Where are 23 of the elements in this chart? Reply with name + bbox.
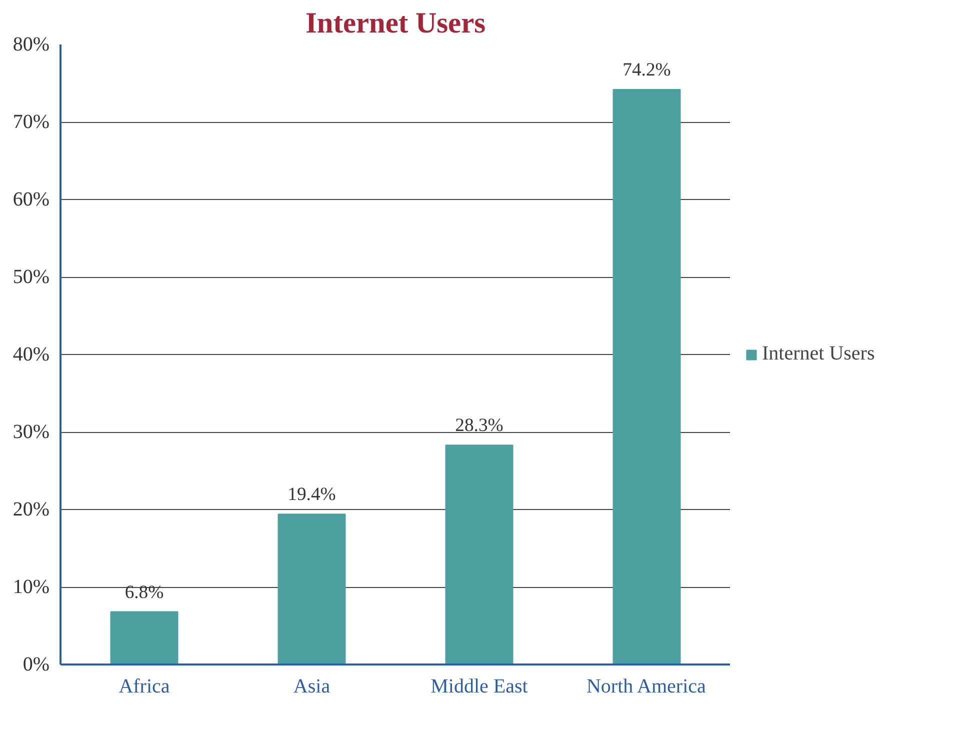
- data-label: 28.3%: [455, 415, 504, 436]
- chart-title: Internet Users: [306, 8, 486, 40]
- bar: [445, 444, 514, 664]
- y-tick-label: 30%: [12, 421, 50, 443]
- y-tick-label: 60%: [12, 188, 50, 210]
- x-tick-label: Asia: [293, 676, 330, 698]
- x-tick-label: North America: [586, 676, 706, 698]
- bar: [110, 611, 178, 664]
- bar: [278, 514, 346, 664]
- bar: [612, 88, 681, 664]
- data-label: 6.8%: [124, 582, 164, 603]
- x-tick-label: Africa: [118, 676, 170, 698]
- y-tick-label: 40%: [12, 344, 50, 366]
- legend-label: Internet Users: [762, 342, 875, 366]
- y-tick-label: 0%: [22, 654, 50, 676]
- y-tick-label: 70%: [12, 111, 50, 133]
- data-label: 74.2%: [622, 59, 671, 80]
- x-tick-label: Middle East: [430, 676, 528, 698]
- data-label: 19.4%: [288, 484, 336, 506]
- y-tick-label: 50%: [12, 266, 50, 288]
- y-tick-label: 10%: [12, 576, 50, 598]
- y-tick-label: 20%: [12, 498, 50, 520]
- y-tick-label: 80%: [12, 34, 50, 56]
